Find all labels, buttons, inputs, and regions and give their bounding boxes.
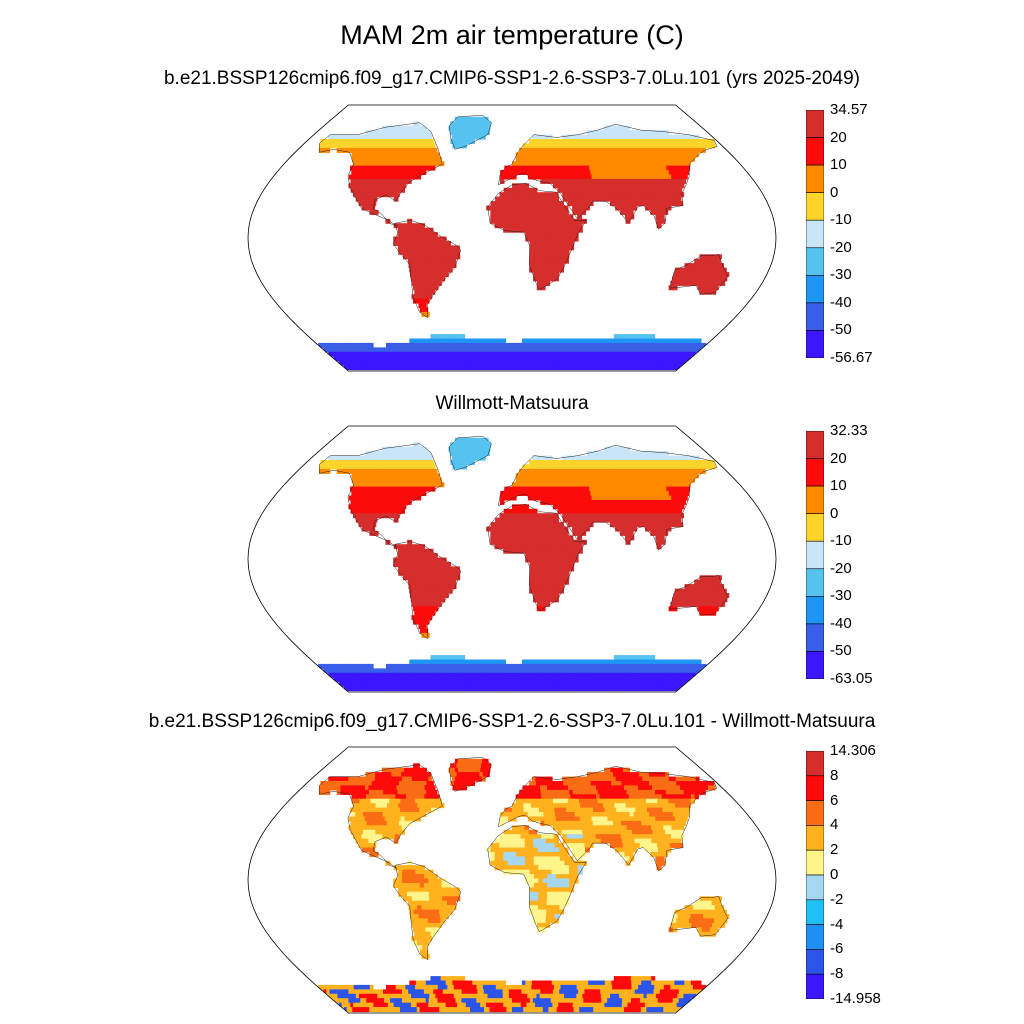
colorbar-swatch: [806, 623, 824, 652]
map-frame: [247, 425, 777, 693]
colorbar-tick-label: -30: [830, 266, 852, 284]
colorbar-swatch: [806, 302, 824, 331]
panel-1-colorbar: 34.57 20 10 0 -10 -20 -30 -40 -50 -56.67: [806, 101, 873, 366]
panel-1-title: b.e21.BSSP126cmip6.f09_g17.CMIP6-SSP1-2.…: [163, 68, 861, 89]
coastlines: [319, 436, 729, 640]
colorbar-swatch: [806, 924, 824, 950]
colorbar-swatches: [806, 431, 824, 679]
colorbar-tick-label: -20: [830, 559, 852, 577]
panel-3-title: b.e21.BSSP126cmip6.f09_g17.CMIP6-SSP1-2.…: [148, 711, 876, 732]
colorbar-tick-label: 6: [830, 791, 839, 809]
colorbar-swatch: [806, 275, 824, 304]
colorbar-swatch: [806, 431, 824, 459]
colorbar-tick-label: 34.57: [830, 101, 868, 118]
colorbar-tick-label: -63.05: [830, 670, 873, 687]
colorbar-tick-label: -6: [830, 940, 844, 958]
colorbar-swatch: [806, 874, 824, 901]
colorbar-tick-label: -50: [830, 321, 852, 339]
colorbar-tick-label: -10: [830, 211, 852, 229]
colorbar-swatches: [806, 110, 824, 358]
colorbar-swatch: [806, 247, 824, 276]
colorbar-swatch: [806, 458, 824, 487]
colorbar-swatch: [806, 219, 824, 249]
colorbar-swatch: [806, 973, 824, 999]
colorbar-swatch: [806, 849, 824, 876]
colorbar-swatch: [806, 825, 824, 851]
colorbar-tick-label: -56.67: [830, 349, 873, 366]
panel-3-colorbar: 14.306 8 6 4 2 0 -2 -4 -6 -8 -14.958: [806, 742, 881, 1007]
colorbar-swatch: [806, 751, 824, 777]
colorbar-tick-label: 20: [830, 449, 847, 467]
colorbar-tick-label: -40: [830, 614, 852, 632]
colorbar-tick-label: 0: [830, 866, 839, 883]
colorbar-swatch: [806, 110, 824, 138]
colorbar-swatch: [806, 949, 824, 975]
colorbar-tick-label: 14.306: [830, 742, 876, 759]
coastlines: [319, 115, 729, 319]
main-title: MAM 2m air temperature (C): [340, 20, 684, 50]
colorbar-swatch: [806, 568, 824, 597]
colorbar-swatch: [806, 775, 824, 801]
colorbar-swatch: [806, 899, 824, 925]
colorbar-swatch: [806, 330, 824, 358]
colorbar-tick-label: 32.33: [830, 422, 868, 439]
panel-2-map: [247, 425, 777, 693]
colorbar-swatch: [806, 485, 824, 514]
colorbar-swatch: [806, 651, 824, 679]
land-cells: [318, 437, 730, 692]
panel-1-map: [247, 104, 777, 372]
colorbar-swatch: [806, 513, 824, 542]
coastlines: [319, 757, 729, 961]
colorbar-tick-label: -20: [830, 238, 852, 256]
colorbar-swatch: [806, 164, 824, 193]
colorbar-tick-label: -4: [830, 915, 844, 933]
colorbar-tick-label: 10: [830, 156, 847, 174]
colorbar-tick-label: -8: [830, 965, 844, 983]
colorbar-swatch: [806, 596, 824, 625]
colorbar-swatch: [806, 540, 824, 570]
colorbar-swatch: [806, 192, 824, 221]
colorbar-tick-label: 10: [830, 477, 847, 495]
colorbar-tick-label: -2: [830, 890, 844, 908]
colorbar-tick-label: -40: [830, 293, 852, 311]
colorbar-tick-label: -10: [830, 532, 852, 550]
colorbar-tick-label: 8: [830, 766, 839, 784]
colorbar-tick-label: -14.958: [830, 990, 881, 1007]
land-cells: [318, 758, 730, 1013]
colorbar-tick-label: -50: [830, 642, 852, 660]
colorbar-tick-label: 0: [830, 183, 839, 201]
colorbar-tick-label: 4: [830, 816, 839, 834]
colorbar-tick-label: 20: [830, 128, 847, 146]
colorbar-swatch: [806, 800, 824, 826]
map-frame: [247, 104, 777, 372]
colorbar-swatches: [806, 751, 824, 999]
panel-2-title: Willmott-Matsuura: [435, 393, 589, 414]
land-cells: [318, 116, 730, 371]
colorbar-tick-label: 2: [830, 841, 839, 859]
colorbar-tick-label: -30: [830, 587, 852, 605]
map-frame: [247, 746, 777, 1014]
panel-3-map: [247, 746, 777, 1014]
colorbar-swatch: [806, 137, 824, 166]
colorbar-tick-label: 0: [830, 504, 839, 522]
panel-2-colorbar: 32.33 20 10 0 -10 -20 -30 -40 -50 -63.05: [806, 422, 873, 687]
